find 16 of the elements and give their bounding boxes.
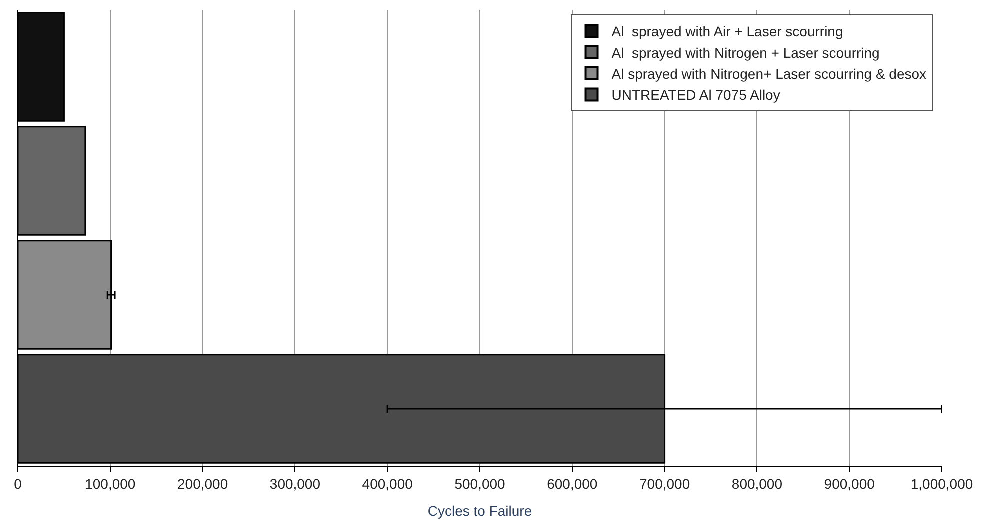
x-tick-label: 700,000 [639,476,690,492]
x-tick-label: 0 [14,476,22,492]
x-tick-label: 600,000 [547,476,598,492]
x-tick-label: 200,000 [177,476,228,492]
x-tick-label: 400,000 [362,476,414,492]
x-axis-title: Cycles to Failure [428,503,532,520]
x-tick-label: 800,000 [732,476,783,492]
x-tick-label: 1,000,000 [910,476,974,492]
legend-label: Al sprayed with Nitrogen + Laser scourring [612,44,880,61]
x-tick-label: 500,000 [454,476,506,492]
x-tick-label: 300,000 [270,476,321,492]
x-tick-label: 900,000 [824,476,876,492]
legend-label: Al sprayed with Air + Laser scourring [612,24,844,40]
legend-label: UNTREATED Al 7075 Alloy [612,87,780,104]
x-tick-label: 100,000 [85,476,136,492]
legend-label: Al sprayed with Nitrogen+ Laser scourring & desox [612,66,927,82]
